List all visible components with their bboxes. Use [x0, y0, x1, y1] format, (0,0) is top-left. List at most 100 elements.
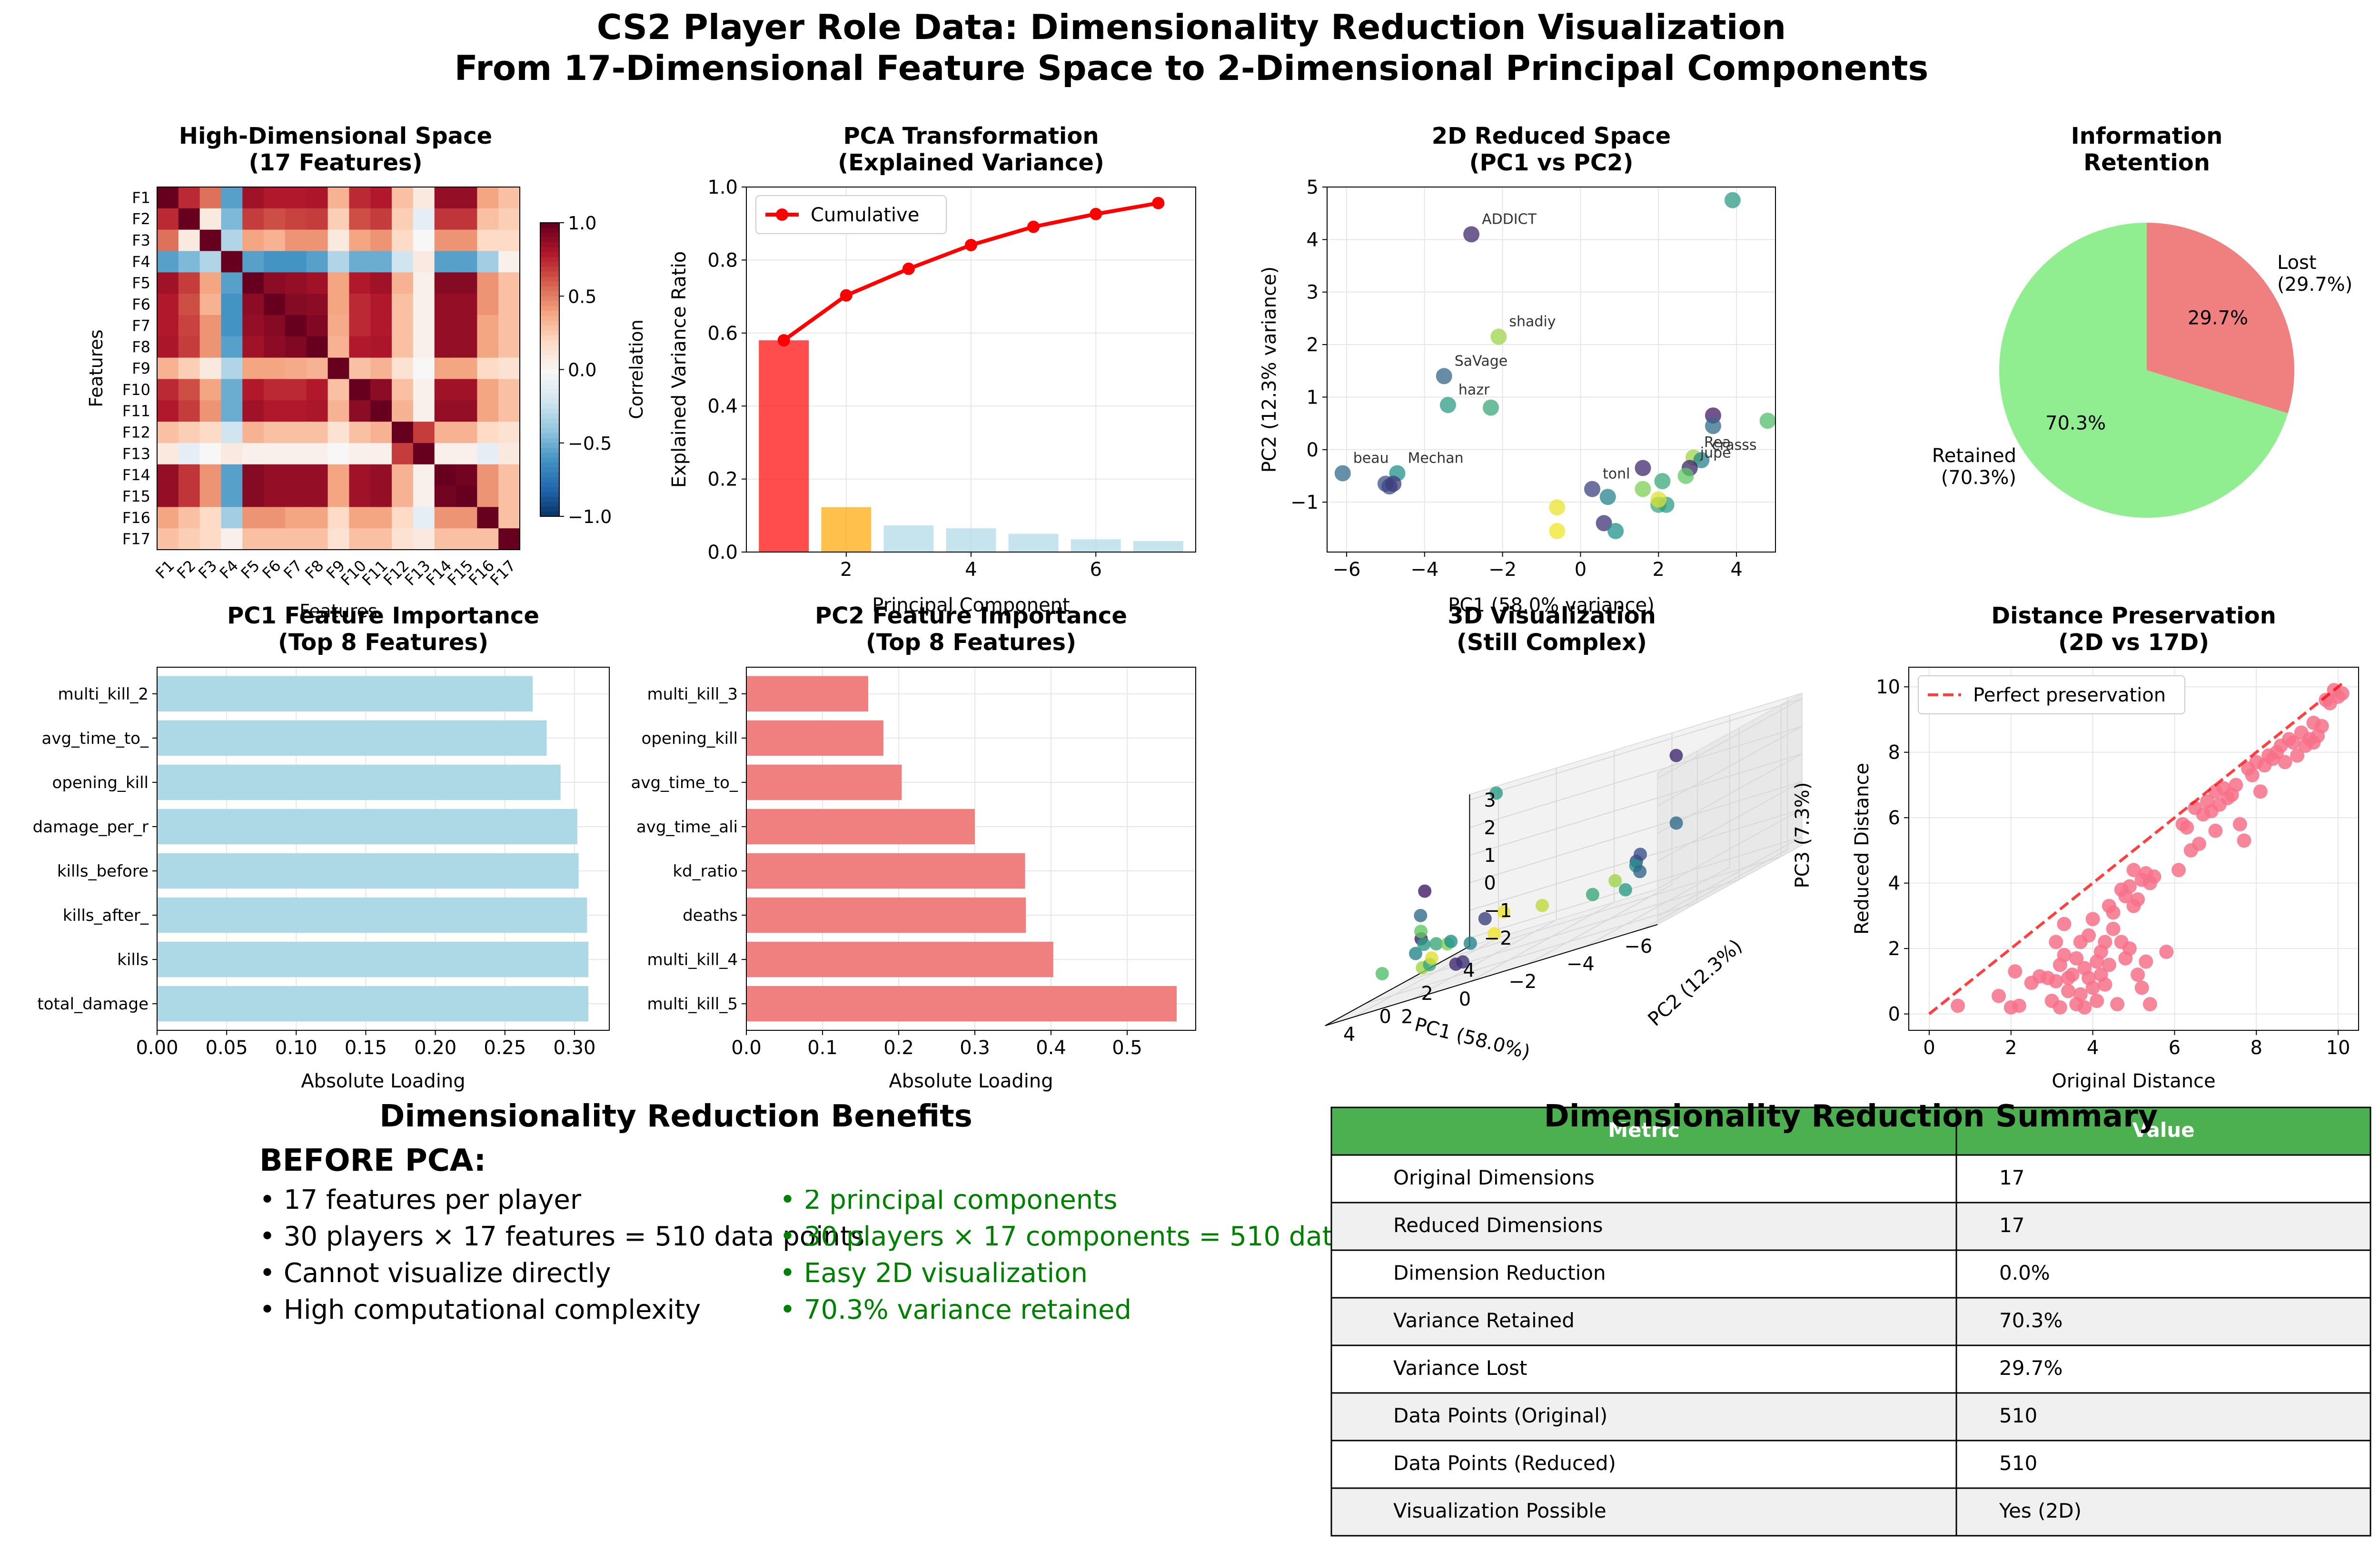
table-metric: Data Points (Original): [1393, 1404, 1607, 1427]
importance-bar: [157, 764, 561, 800]
heatmap-cell: [285, 315, 307, 337]
player-point-3d: [1488, 927, 1501, 941]
cumulative-point: [777, 334, 790, 347]
player-point: [1463, 226, 1480, 243]
grid-line: [1657, 809, 1803, 889]
heatmap-cell: [327, 336, 350, 358]
heatmap-row-label: F8: [132, 338, 150, 356]
heatmap-cell: [306, 357, 328, 380]
heatmap-cell: [242, 294, 264, 316]
table-header: Metric: [1608, 1118, 1679, 1142]
heatmap-cell: [392, 422, 414, 444]
player-point-3d: [1375, 967, 1389, 980]
after-heading: AFTER PCA:: [780, 1143, 981, 1178]
heatmap-xlabel: Features: [299, 601, 377, 622]
benefits-title: Dimensionality Reduction Benefits: [379, 1099, 972, 1134]
colorbar-segment: [540, 271, 559, 277]
player-point: [1436, 368, 1452, 385]
heatmap-cell: [456, 315, 477, 337]
colorbar-segment: [540, 472, 559, 478]
grid-line: [1657, 836, 1803, 917]
colorbar-tick-label: −1.0: [568, 506, 612, 527]
colorbar-segment: [540, 477, 559, 483]
heatmap-cell: [242, 315, 264, 337]
distance-point: [2110, 997, 2125, 1012]
colorbar-segment: [540, 227, 559, 233]
legend-label: Cumulative: [811, 204, 919, 226]
colorbar-segment: [540, 438, 559, 444]
heatmap-cell: [264, 336, 286, 358]
colorbar-segment: [540, 365, 559, 370]
colorbar-segment: [540, 301, 559, 306]
importance-bar: [746, 764, 902, 800]
heatmap-cell: [392, 272, 414, 294]
heatmap-cell: [306, 400, 328, 422]
xtick-label: −6: [1624, 936, 1652, 958]
heatmap-cell: [285, 272, 307, 294]
feature-label: opening_kill: [52, 773, 149, 792]
heatmap-cell: [306, 251, 328, 273]
heatmap-cell: [370, 208, 392, 230]
heatmap-row-label: F14: [122, 466, 150, 484]
colorbar-segment: [540, 492, 559, 497]
colorbar-segment: [540, 306, 559, 311]
feature-label: kills_before: [57, 862, 149, 881]
heatmap-cell: [199, 272, 222, 294]
heatmap-cell: [178, 379, 200, 401]
heatmap-row-label: F12: [122, 423, 150, 441]
heatmap-cell: [370, 187, 392, 209]
colorbar-segment: [540, 286, 559, 292]
distance-point: [2053, 1000, 2067, 1015]
heatmap-cell: [221, 294, 243, 316]
heatmap-cell: [157, 464, 179, 486]
colorbar-segment: [540, 384, 559, 390]
heatmap-cell: [477, 208, 499, 230]
grid-line: [1585, 867, 1730, 947]
grid-line: [1365, 902, 1697, 1005]
heatmap-cell: [477, 507, 499, 529]
distance-point: [2335, 686, 2350, 701]
heatmap-cell: [434, 464, 456, 486]
colorbar-segment: [540, 423, 559, 429]
heatmap-cell: [199, 485, 222, 507]
axes-frame: [157, 667, 610, 1031]
player-point: [1705, 418, 1721, 434]
heatmap-cell: [199, 229, 222, 252]
heatmap-cell: [370, 357, 392, 380]
grid-line: [1657, 781, 1803, 862]
distance-point: [2073, 987, 2088, 1002]
distance-point: [2049, 935, 2063, 949]
colorbar-segment: [540, 311, 559, 316]
feature-label: total_damage: [37, 995, 149, 1014]
colorbar-segment: [540, 399, 559, 405]
heatmap-cell: [285, 229, 307, 252]
heatmap-cell: [370, 336, 392, 358]
player-point-3d: [1414, 908, 1428, 922]
distance-xlabel: Original Distance: [2052, 1070, 2215, 1092]
heatmap-cell: [178, 464, 200, 486]
distance-point: [2126, 863, 2141, 878]
distance-point: [2098, 977, 2112, 992]
xtick-label: 2: [1401, 1006, 1413, 1028]
distance-point: [2122, 879, 2137, 894]
heatmap-cell: [199, 528, 222, 550]
heatmap-row-label: F10: [122, 381, 150, 399]
heatmap-cell: [242, 251, 264, 273]
colorbar-segment: [540, 482, 559, 488]
heatmap-cell: [178, 400, 200, 422]
ytick-label: 2: [1421, 983, 1433, 1005]
ytick-label: 0: [1379, 1006, 1391, 1027]
heatmap-cell: [178, 336, 200, 358]
heatmap-cell: [285, 187, 307, 209]
colorbar-segment: [540, 467, 559, 473]
heatmap-cell: [434, 528, 456, 550]
heatmap-cell: [477, 336, 499, 358]
heatmap-cell: [498, 187, 520, 209]
colorbar-segment: [540, 242, 559, 248]
heatmap-cell: [413, 485, 435, 507]
heatmap-cell: [327, 443, 350, 465]
table-cell: [1330, 1487, 1957, 1537]
after-item: • 2 principal components: [780, 1185, 1117, 1215]
heatmap-cell: [327, 187, 350, 209]
heatmap-cell: [498, 485, 520, 507]
